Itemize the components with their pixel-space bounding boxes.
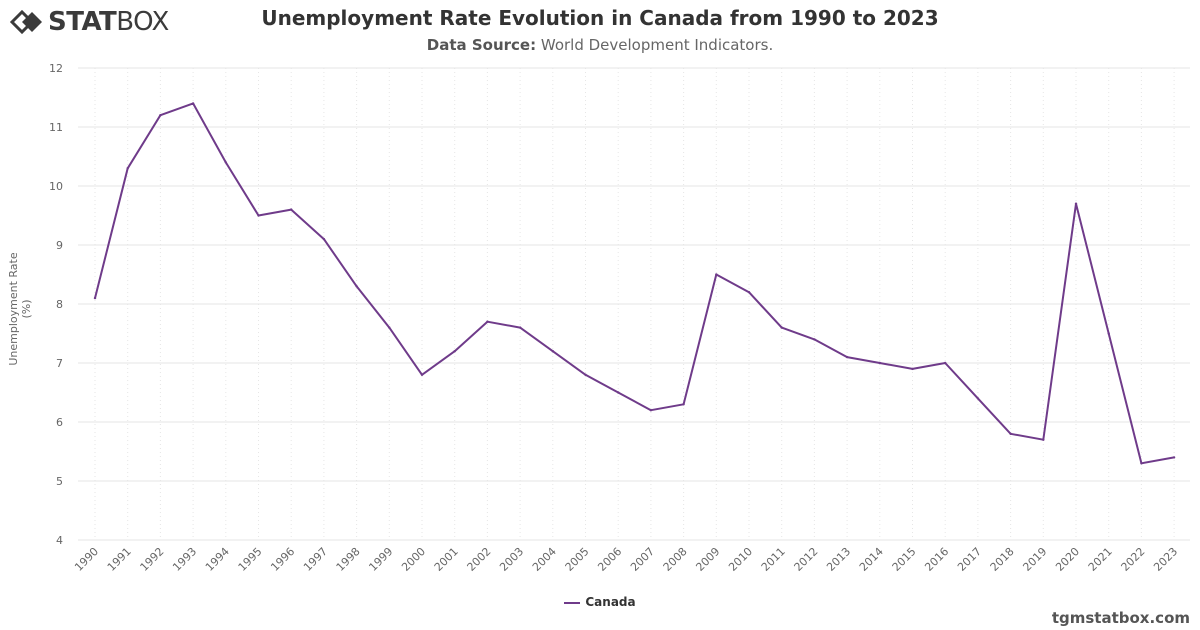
data-point: [486, 320, 489, 323]
line-chart: 4 5 6 7 8 9 10 11 12 1990 1991 1992 1993 1994 1995 1996…: [49, 62, 1190, 574]
x-tick-label: 2002: [465, 545, 494, 574]
x-tick-label: 2014: [857, 545, 886, 574]
data-point: [747, 291, 751, 294]
x-tick-label: 2006: [595, 545, 624, 574]
data-point: [518, 326, 522, 329]
data-point: [845, 355, 849, 359]
data-point: [355, 285, 358, 288]
x-tick-label: 1997: [301, 545, 330, 574]
data-point: [159, 114, 162, 117]
chart-subtitle: Data Source: World Development Indicator…: [0, 36, 1200, 54]
data-point: [911, 367, 914, 371]
data-point: [682, 403, 685, 406]
x-tick-label: 1992: [138, 545, 167, 574]
x-tick-label: 2021: [1086, 545, 1115, 574]
data-point: [420, 373, 424, 376]
data-point: [1140, 462, 1143, 465]
data-point: [257, 214, 260, 217]
x-tick-label: 2007: [628, 545, 657, 574]
y-tick-label: 6: [56, 416, 63, 429]
data-point: [944, 361, 947, 365]
x-tick-label: 2012: [792, 545, 821, 574]
logo-text-bold: STAT: [48, 7, 117, 37]
x-tick-label: 1998: [334, 545, 363, 574]
data-point: [1172, 456, 1176, 459]
x-tick-label: 2016: [922, 545, 951, 574]
y-tick-label: 4: [56, 534, 63, 547]
x-tick-label: 1993: [170, 545, 199, 574]
x-tick-label: 1999: [366, 545, 395, 574]
data-point: [780, 326, 783, 329]
x-tick-label: 2023: [1151, 545, 1180, 574]
x-tick-label: 2003: [497, 545, 526, 574]
data-point: [551, 350, 554, 353]
chart-title: Unemployment Rate Evolution in Canada fr…: [261, 6, 939, 30]
legend-label-canada: Canada: [585, 595, 636, 609]
x-tick-label: 2005: [563, 545, 592, 574]
data-point: [1074, 202, 1078, 205]
y-tick-label: 10: [49, 180, 63, 193]
legend-swatch-canada: [564, 601, 581, 604]
y-tick-label: 8: [56, 298, 63, 311]
data-point: [878, 361, 881, 365]
statbox-logo[interactable]: STATBOX: [10, 6, 169, 38]
data-point: [126, 167, 129, 170]
x-tick-label: 2019: [1020, 545, 1049, 574]
data-point: [1107, 332, 1110, 335]
data-point: [1042, 438, 1045, 441]
x-tick-label: 2020: [1053, 545, 1082, 574]
data-point: [715, 273, 718, 276]
x-tick-label: 2000: [399, 545, 428, 574]
x-tick-label: 1996: [268, 545, 297, 574]
legend[interactable]: Canada: [0, 595, 1200, 609]
data-point: [617, 391, 620, 394]
x-tick-label: 1991: [105, 545, 134, 574]
x-tick-label: 2017: [955, 545, 984, 574]
x-tick-label: 2011: [759, 545, 788, 574]
data-point: [453, 350, 456, 353]
x-tick-label: 2010: [726, 545, 755, 574]
data-point: [93, 296, 97, 300]
x-tick-label: 1990: [72, 545, 101, 574]
data-point: [976, 397, 980, 400]
x-tick-label: 2022: [1119, 545, 1148, 574]
logo-text: STATBOX: [48, 7, 169, 37]
x-tick-label: 1994: [203, 545, 232, 574]
y-tick-label: 7: [56, 357, 63, 370]
source-label: Data Source:: [426, 36, 537, 54]
x-tick-label: 2015: [890, 545, 919, 574]
y-tick-label: 11: [49, 121, 63, 134]
y-tick-label: 9: [56, 239, 63, 252]
watermark: tgmstatbox.com: [1051, 609, 1190, 627]
y-tick-label: 12: [49, 62, 63, 75]
x-tick-label: 2008: [661, 545, 690, 574]
data-point: [813, 338, 816, 341]
x-tick-label: 2009: [693, 545, 722, 574]
x-tick-label: 2013: [824, 545, 853, 574]
logo-text-light: BOX: [116, 7, 169, 37]
statbox-diamond-icon: [10, 9, 42, 35]
data-point: [388, 326, 391, 329]
data-point: [224, 161, 227, 164]
data-point: [322, 237, 326, 241]
source-value: World Development Indicators.: [536, 36, 774, 54]
data-point: [584, 373, 587, 376]
x-tick-label: 2001: [432, 545, 461, 574]
y-tick-label: 5: [56, 475, 63, 488]
x-tick-label: 2004: [530, 545, 559, 574]
series-line-canada: [94, 102, 1175, 465]
data-point: [290, 208, 293, 211]
x-tick-label: 2018: [988, 545, 1017, 574]
data-point: [1009, 432, 1012, 435]
data-point: [191, 102, 195, 105]
data-point: [649, 409, 653, 412]
x-tick-label: 1995: [236, 545, 265, 574]
